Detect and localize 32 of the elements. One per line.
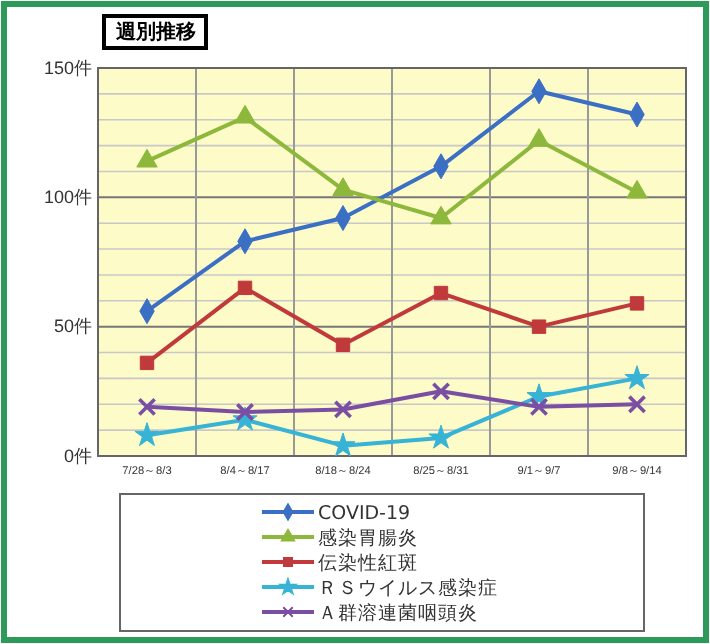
legend-label: Ａ群溶連菌咽頭炎 xyxy=(318,601,478,625)
legend-label: ＲＳウイルス感染症 xyxy=(318,576,498,600)
chart-title: 週別推移 xyxy=(114,20,196,44)
point xyxy=(333,399,353,419)
point xyxy=(629,296,645,311)
point xyxy=(335,337,351,352)
y-tick-label: 100件 xyxy=(43,187,92,208)
y-tick-label: 150件 xyxy=(43,57,92,78)
point xyxy=(237,280,253,296)
point xyxy=(626,179,648,199)
point xyxy=(433,285,449,301)
point xyxy=(330,432,356,457)
point xyxy=(235,402,255,422)
point xyxy=(531,319,547,334)
point xyxy=(627,394,647,414)
point xyxy=(137,397,157,417)
point xyxy=(624,365,650,390)
point xyxy=(529,397,549,417)
point xyxy=(430,205,452,225)
point xyxy=(528,128,550,147)
legend-label: COVID-19 xyxy=(318,503,411,525)
point xyxy=(431,381,451,401)
point xyxy=(136,148,158,168)
legend-label: 伝染性紅斑 xyxy=(318,551,418,575)
point xyxy=(234,104,256,124)
point xyxy=(428,424,454,449)
point xyxy=(134,422,160,447)
y-tick-label: 50件 xyxy=(53,316,92,337)
point xyxy=(332,177,354,196)
legend-label: 感染胃腸炎 xyxy=(318,526,418,550)
y-tick-label: 0件 xyxy=(63,445,92,466)
point xyxy=(139,355,155,371)
